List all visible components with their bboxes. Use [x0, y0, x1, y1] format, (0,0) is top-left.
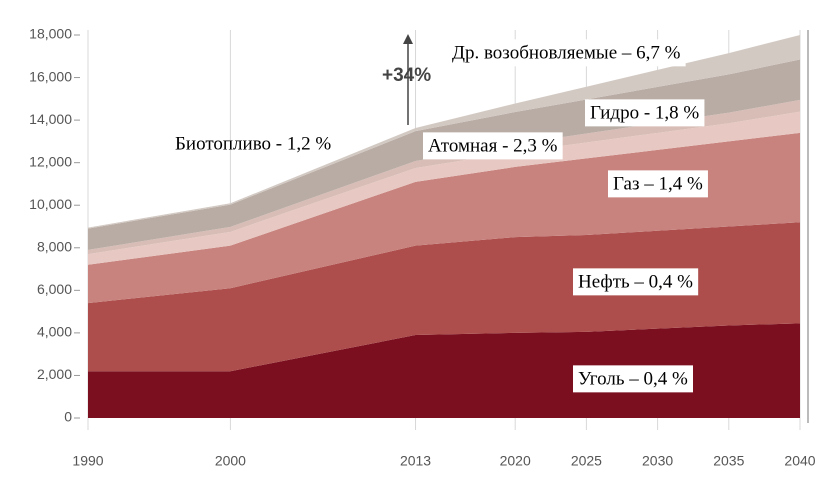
x-tick-label: 2030	[642, 453, 673, 469]
y-tick-label: 2,000	[37, 366, 72, 382]
legend-label: Биотопливо - 1,2 %	[175, 133, 331, 154]
y-tick-label: 12,000	[29, 153, 72, 169]
y-tick-label: 8,000	[37, 238, 72, 254]
legend-label: Гидро - 1,8 %	[590, 102, 699, 123]
y-tick-label: 4,000	[37, 324, 72, 340]
area	[88, 323, 800, 418]
x-tick-label: 1990	[72, 453, 103, 469]
x-tick-label: 2000	[215, 453, 246, 469]
y-tick-label: 10,000	[29, 196, 72, 212]
x-tick-label: 2013	[400, 453, 431, 469]
y-tick-label: 0	[64, 409, 72, 425]
y-tick-label: 18,000	[29, 26, 72, 42]
x-tick-label: 2025	[571, 453, 602, 469]
label-box	[447, 39, 686, 67]
label-box	[585, 99, 705, 127]
label-box	[608, 170, 708, 198]
y-tick-label: 14,000	[29, 111, 72, 127]
legend-label: Газ – 1,4 %	[613, 173, 703, 194]
legend-label: Атомная - 2,3 %	[428, 135, 558, 156]
y-tick-label: 6,000	[37, 281, 72, 297]
legend-label: Уголь – 0,4 %	[578, 368, 688, 389]
arrow-head	[403, 34, 413, 44]
legend-label: Др. возобновляемые – 6,7 %	[452, 42, 681, 63]
area	[88, 222, 800, 372]
annotation: +34%	[382, 65, 431, 86]
label-box	[423, 132, 563, 160]
area	[88, 99, 800, 255]
label-box	[573, 365, 693, 393]
y-tick-label: 16,000	[29, 68, 72, 84]
x-tick-label: 2020	[500, 453, 531, 469]
x-tick-label: 2035	[713, 453, 744, 469]
legend-label: Нефть – 0,4 %	[578, 271, 693, 292]
area	[88, 35, 800, 229]
area	[88, 111, 800, 265]
label-box	[573, 268, 699, 296]
x-tick-label: 2040	[784, 453, 815, 469]
